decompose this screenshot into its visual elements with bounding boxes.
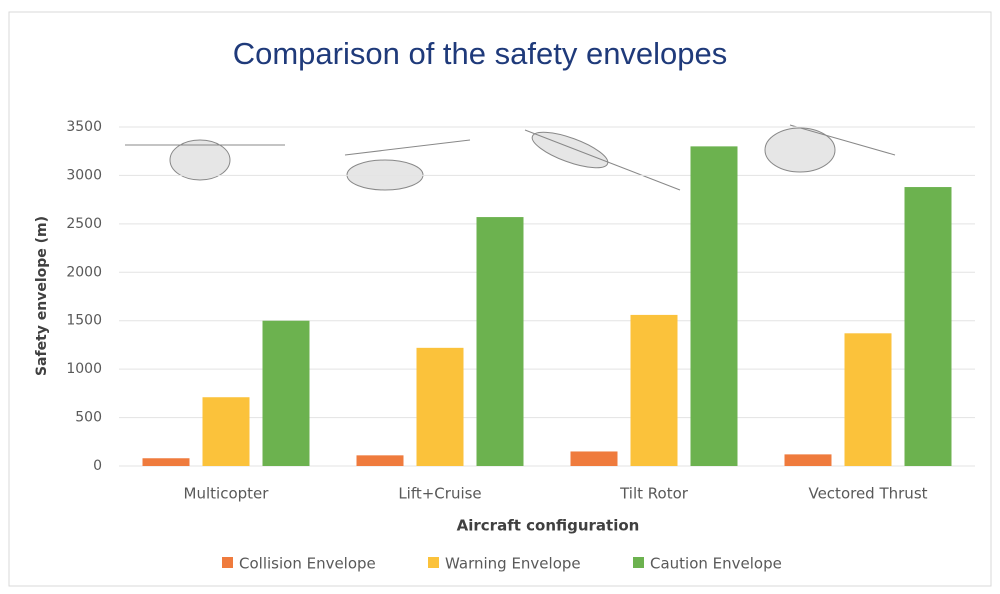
y-tick-label: 3500 bbox=[66, 119, 102, 135]
y-tick-label: 3000 bbox=[66, 167, 102, 183]
legend-swatch bbox=[222, 557, 233, 568]
x-tick-label: Vectored Thrust bbox=[808, 485, 927, 503]
legend-label: Caution Envelope bbox=[650, 555, 782, 573]
bar bbox=[203, 397, 250, 466]
y-tick-label: 0 bbox=[93, 458, 102, 474]
bar bbox=[845, 333, 892, 466]
chart-title: Comparison of the safety envelopes bbox=[233, 36, 728, 71]
x-tick-label: Multicopter bbox=[184, 485, 270, 503]
x-tick-label: Tilt Rotor bbox=[619, 485, 689, 503]
legend-swatch bbox=[633, 557, 644, 568]
x-tick-label: Lift+Cruise bbox=[398, 485, 481, 503]
bar bbox=[691, 146, 738, 466]
bar bbox=[477, 217, 524, 466]
x-axis-title: Aircraft configuration bbox=[457, 517, 640, 535]
bar bbox=[571, 451, 618, 466]
bar bbox=[143, 458, 190, 466]
bar bbox=[263, 321, 310, 466]
y-axis-title: Safety envelope (m) bbox=[34, 216, 50, 376]
bar bbox=[785, 454, 832, 466]
aircraft-image bbox=[170, 140, 230, 180]
y-tick-label: 2500 bbox=[66, 216, 102, 232]
bar bbox=[905, 187, 952, 466]
chart: Comparison of the safety envelopes Safet… bbox=[0, 0, 1000, 590]
bar bbox=[631, 315, 678, 466]
bar bbox=[417, 348, 464, 466]
legend-label: Warning Envelope bbox=[445, 555, 581, 573]
bar bbox=[357, 455, 404, 466]
legend-label: Collision Envelope bbox=[239, 555, 376, 573]
y-tick-label: 500 bbox=[75, 410, 102, 426]
y-tick-label: 1000 bbox=[66, 361, 102, 377]
y-tick-label: 2000 bbox=[66, 264, 102, 280]
legend-swatch bbox=[428, 557, 439, 568]
y-tick-label: 1500 bbox=[66, 313, 102, 329]
